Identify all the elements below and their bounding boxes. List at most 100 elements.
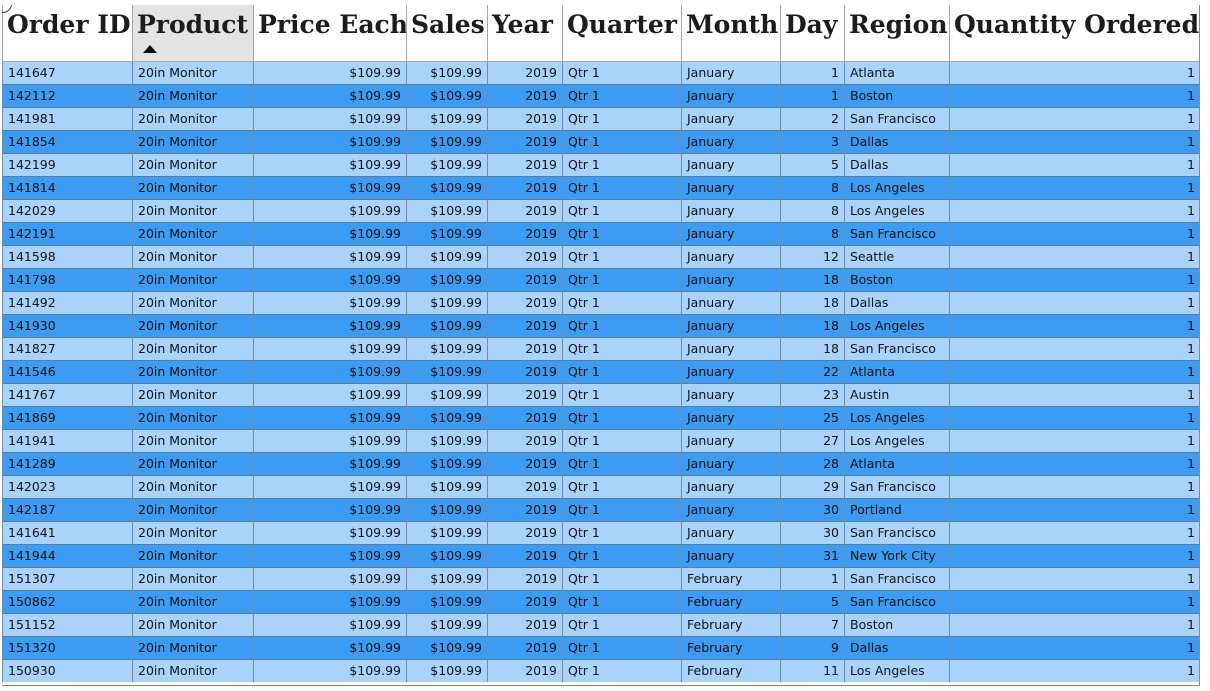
cell-price-each[interactable]: $109.99 [253, 429, 407, 453]
cell-sales[interactable]: $109.99 [406, 199, 488, 223]
cell-quantity-ordered[interactable]: 1 [949, 636, 1199, 660]
table-row[interactable]: 141647 20in Monitor $109.99 $109.99 2019 Qtr … [2, 61, 1199, 85]
cell-month[interactable]: January [681, 360, 781, 384]
cell-price-each[interactable]: $109.99 [253, 291, 407, 315]
cell-month[interactable]: February [681, 567, 781, 591]
table-row[interactable]: 141289 20in Monitor $109.99 $109.99 2019 Qtr … [2, 452, 1199, 476]
table-row[interactable]: 142023 20in Monitor $109.99 $109.99 2019 Qtr … [2, 475, 1199, 499]
cell-quantity-ordered[interactable]: 1 [949, 291, 1199, 315]
cell-month[interactable]: January [681, 245, 781, 269]
cell-product[interactable]: 20in Monitor [132, 199, 254, 223]
cell-price-each[interactable]: $109.99 [253, 107, 407, 131]
cell-day[interactable]: 7 [780, 613, 845, 637]
cell-sales[interactable]: $109.99 [406, 498, 488, 522]
table-row[interactable]: 151320 20in Monitor $109.99 $109.99 2019 Qtr … [2, 636, 1199, 660]
cell-order-id[interactable]: 142029 [2, 199, 133, 223]
table-row[interactable]: 142029 20in Monitor $109.99 $109.99 2019 Qtr … [2, 199, 1199, 223]
cell-sales[interactable]: $109.99 [406, 567, 488, 591]
cell-month[interactable]: January [681, 544, 781, 568]
table-row[interactable]: 141767 20in Monitor $109.99 $109.99 2019 Qtr … [2, 383, 1199, 407]
cell-day[interactable]: 5 [780, 590, 845, 614]
cell-price-each[interactable]: $109.99 [253, 337, 407, 361]
cell-day[interactable]: 30 [780, 498, 845, 522]
cell-region[interactable]: Boston [844, 613, 950, 637]
cell-region[interactable]: Los Angeles [844, 429, 950, 453]
cell-quantity-ordered[interactable]: 1 [949, 429, 1199, 453]
cell-order-id[interactable]: 141944 [2, 544, 133, 568]
cell-order-id[interactable]: 142187 [2, 498, 133, 522]
cell-product[interactable]: 20in Monitor [132, 636, 254, 660]
cell-sales[interactable]: $109.99 [406, 544, 488, 568]
cell-year[interactable]: 2019 [487, 613, 563, 637]
cell-month[interactable]: January [681, 521, 781, 545]
cell-day[interactable]: 18 [780, 291, 845, 315]
cell-price-each[interactable]: $109.99 [253, 636, 407, 660]
cell-region[interactable]: San Francisco [844, 107, 950, 131]
column-header-sales[interactable]: Sales [406, 5, 488, 62]
cell-product[interactable]: 20in Monitor [132, 84, 254, 108]
table-row[interactable]: 141981 20in Monitor $109.99 $109.99 2019 Qtr … [2, 107, 1199, 131]
cell-day[interactable]: 8 [780, 222, 845, 246]
cell-quarter[interactable]: Qtr 1 [562, 222, 682, 246]
column-header-quarter[interactable]: Quarter [562, 5, 682, 62]
cell-region[interactable]: Seattle [844, 245, 950, 269]
cell-quarter[interactable]: Qtr 1 [562, 314, 682, 338]
cell-price-each[interactable]: $109.99 [253, 245, 407, 269]
cell-price-each[interactable]: $109.99 [253, 222, 407, 246]
cell-order-id[interactable]: 142191 [2, 222, 133, 246]
cell-quantity-ordered[interactable]: 1 [949, 130, 1199, 154]
cell-day[interactable]: 18 [780, 268, 845, 292]
cell-quarter[interactable]: Qtr 1 [562, 291, 682, 315]
cell-quantity-ordered[interactable]: 1 [949, 268, 1199, 292]
cell-price-each[interactable]: $109.99 [253, 61, 407, 85]
cell-product[interactable]: 20in Monitor [132, 130, 254, 154]
cell-order-id[interactable]: 141981 [2, 107, 133, 131]
cell-day[interactable]: 27 [780, 429, 845, 453]
table-row[interactable]: 142191 20in Monitor $109.99 $109.99 2019 Qtr … [2, 222, 1199, 246]
cell-region[interactable]: Boston [844, 84, 950, 108]
cell-sales[interactable]: $109.99 [406, 84, 488, 108]
cell-product[interactable]: 20in Monitor [132, 521, 254, 545]
cell-price-each[interactable]: $109.99 [253, 84, 407, 108]
cell-region[interactable]: Los Angeles [844, 314, 950, 338]
cell-quantity-ordered[interactable]: 1 [949, 567, 1199, 591]
cell-region[interactable]: Los Angeles [844, 199, 950, 223]
cell-order-id[interactable]: 141827 [2, 337, 133, 361]
cell-quantity-ordered[interactable]: 1 [949, 590, 1199, 614]
cell-sales[interactable]: $109.99 [406, 590, 488, 614]
table-row[interactable]: 141798 20in Monitor $109.99 $109.99 2019 Qtr … [2, 268, 1199, 292]
table-row[interactable]: 141546 20in Monitor $109.99 $109.99 2019 Qtr … [2, 360, 1199, 384]
cell-price-each[interactable]: $109.99 [253, 153, 407, 177]
cell-price-each[interactable]: $109.99 [253, 521, 407, 545]
cell-year[interactable]: 2019 [487, 61, 563, 85]
column-header-order-id[interactable]: Order ID [2, 5, 133, 62]
cell-month[interactable]: January [681, 130, 781, 154]
cell-quarter[interactable]: Qtr 1 [562, 153, 682, 177]
cell-order-id[interactable]: 141767 [2, 383, 133, 407]
cell-product[interactable]: 20in Monitor [132, 61, 254, 85]
cell-day[interactable]: 23 [780, 383, 845, 407]
cell-region[interactable]: Boston [844, 268, 950, 292]
cell-year[interactable]: 2019 [487, 498, 563, 522]
cell-year[interactable]: 2019 [487, 475, 563, 499]
cell-sales[interactable]: $109.99 [406, 268, 488, 292]
table-row[interactable]: 141814 20in Monitor $109.99 $109.99 2019 Qtr … [2, 176, 1199, 200]
column-header-quantity-ordered[interactable]: Quantity Ordered [949, 5, 1199, 62]
cell-day[interactable]: 18 [780, 337, 845, 361]
cell-sales[interactable]: $109.99 [406, 337, 488, 361]
cell-month[interactable]: January [681, 153, 781, 177]
cell-product[interactable]: 20in Monitor [132, 360, 254, 384]
cell-quarter[interactable]: Qtr 1 [562, 544, 682, 568]
cell-month[interactable]: January [681, 268, 781, 292]
cell-month[interactable]: January [681, 61, 781, 85]
cell-quantity-ordered[interactable]: 1 [949, 452, 1199, 476]
table-row[interactable]: 141641 20in Monitor $109.99 $109.99 2019 Qtr … [2, 521, 1199, 545]
cell-product[interactable]: 20in Monitor [132, 613, 254, 637]
cell-product[interactable]: 20in Monitor [132, 406, 254, 430]
column-header-region[interactable]: Region [844, 5, 950, 62]
cell-product[interactable]: 20in Monitor [132, 314, 254, 338]
cell-product[interactable]: 20in Monitor [132, 107, 254, 131]
cell-order-id[interactable]: 142199 [2, 153, 133, 177]
cell-region[interactable]: Dallas [844, 636, 950, 660]
table-row[interactable]: 141869 20in Monitor $109.99 $109.99 2019 Qtr … [2, 406, 1199, 430]
